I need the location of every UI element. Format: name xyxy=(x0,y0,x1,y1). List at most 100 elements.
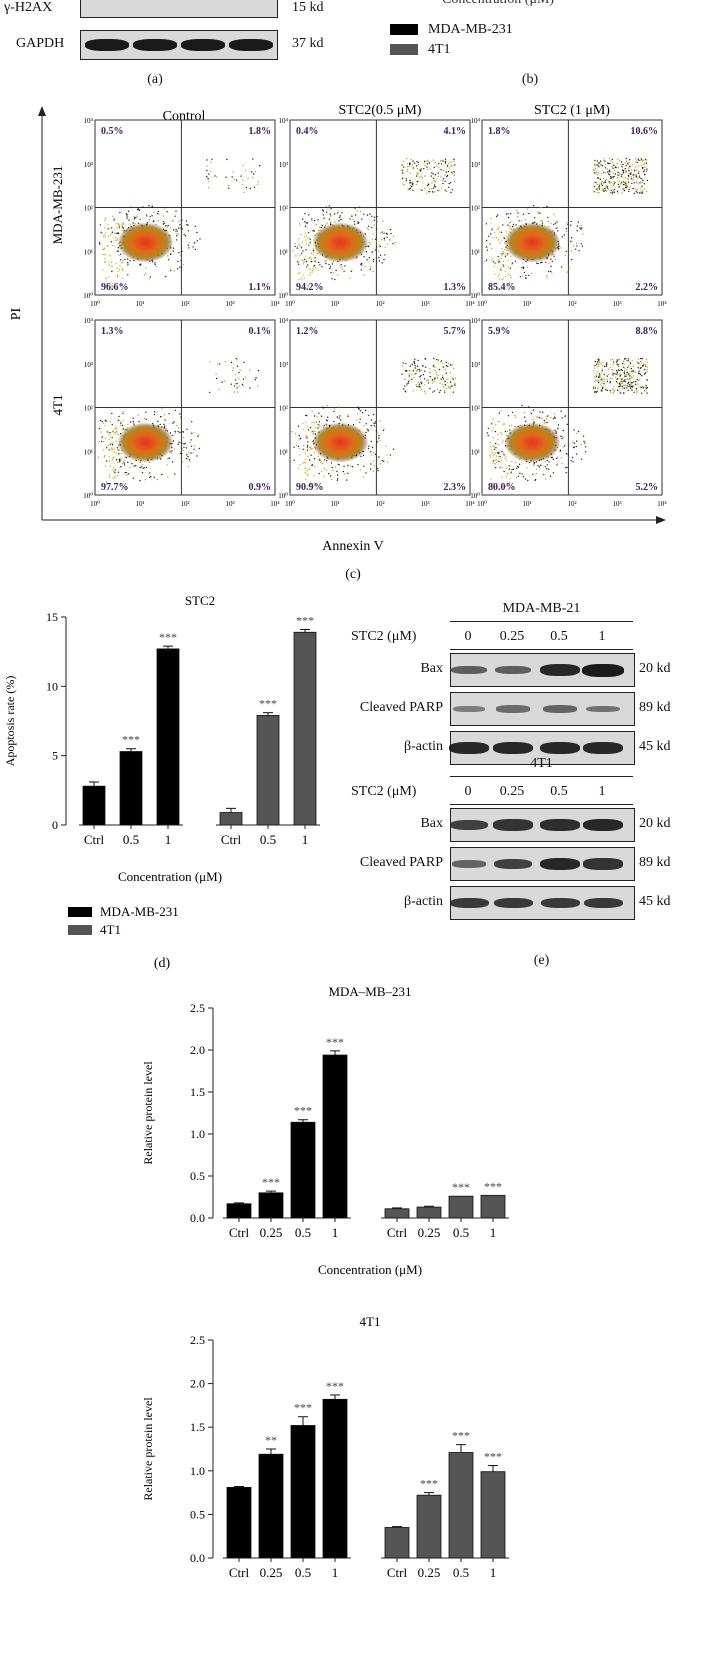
bar xyxy=(258,1192,284,1219)
x-tick-label: 0.25 xyxy=(418,1565,441,1580)
svg-text:10⁴: 10⁴ xyxy=(279,317,289,325)
significance-mark: *** xyxy=(452,1429,470,1443)
blot-group-title: MDA-MB-21 xyxy=(502,601,581,616)
quadrant-ul: 0.4% xyxy=(296,126,319,137)
dose-label: 0.5 xyxy=(550,784,568,799)
panel-c: PI Annexin V (c) Control STC2(0.5 μM) ST… xyxy=(9,103,667,582)
panel-label-c: (c) xyxy=(345,567,361,582)
svg-text:10⁰: 10⁰ xyxy=(470,292,480,300)
blot-row-label: Cleaved PARP xyxy=(359,855,443,870)
x-tick-label: 1 xyxy=(165,832,172,847)
y-tick-label: 10 xyxy=(46,679,58,693)
quadrant-lr: 2.2% xyxy=(636,282,659,293)
quadrant-ul: 1.8% xyxy=(488,126,511,137)
quadrant-ur: 4.1% xyxy=(444,126,467,137)
quadrant-ur: 0.1% xyxy=(249,326,272,337)
dose-label: 1 xyxy=(598,784,606,799)
panel-b-legend-2: 4T1 xyxy=(390,42,451,58)
y-tick-label: 2.0 xyxy=(190,1377,205,1391)
svg-text:10¹: 10¹ xyxy=(135,500,144,508)
x-tick-label: 1 xyxy=(302,832,309,847)
svg-text:10³: 10³ xyxy=(612,300,621,308)
dose-label: 0 xyxy=(464,629,472,644)
svg-text:10³: 10³ xyxy=(420,500,429,508)
significance-mark: *** xyxy=(452,1180,470,1194)
svg-text:10³: 10³ xyxy=(420,300,429,308)
legend-4t1: 4T1 xyxy=(100,922,121,937)
svg-text:10⁴: 10⁴ xyxy=(657,500,667,508)
panel-a: γ-H2AX 15 kd GAPDH 37 kd (a) xyxy=(0,0,360,95)
x-tick-label: Ctrl xyxy=(221,832,242,847)
col-title-stc2-05: STC2(0.5 μM) xyxy=(339,103,422,118)
svg-text:10²: 10² xyxy=(375,300,384,308)
bar xyxy=(384,1527,410,1559)
bar xyxy=(226,1203,252,1219)
svg-text:10⁴: 10⁴ xyxy=(84,317,94,325)
quadrant-lr: 1.1% xyxy=(249,282,272,293)
legend-swatch-4t1 xyxy=(68,925,92,935)
dose-header: STC2 (μM) xyxy=(351,784,417,799)
panel-b-legend-1: MDA-MB-231 xyxy=(390,22,513,38)
svg-text:10²: 10² xyxy=(180,300,189,308)
y-tick-label: 5 xyxy=(52,749,58,763)
bar xyxy=(156,648,180,826)
x-tick-label: 1 xyxy=(332,1225,339,1240)
x-tick-label: 0.25 xyxy=(418,1225,441,1240)
svg-text:10⁰: 10⁰ xyxy=(285,300,295,308)
dose-rule xyxy=(450,649,633,650)
svg-text:10¹: 10¹ xyxy=(471,248,480,256)
y-tick-label: 2.5 xyxy=(190,1333,205,1347)
blot-group-rule xyxy=(450,621,633,622)
blot-kd-label: 89 kd xyxy=(639,700,671,715)
bar xyxy=(119,751,143,826)
svg-text:10³: 10³ xyxy=(225,300,234,308)
svg-text:10²: 10² xyxy=(279,205,288,213)
x-tick-label: 0.25 xyxy=(260,1225,283,1240)
y-tick-label: 1.0 xyxy=(190,1464,205,1478)
x-tick-label: 0.5 xyxy=(453,1225,469,1240)
svg-text:10³: 10³ xyxy=(471,361,480,369)
blot-label-gapdh: GAPDH xyxy=(16,36,65,51)
chart-title: 4T1 xyxy=(360,1314,381,1329)
panel-label-e: (e) xyxy=(533,953,550,968)
y-tick-label: 2.5 xyxy=(190,1001,205,1015)
quadrant-lr: 5.2% xyxy=(636,482,659,493)
svg-text:10⁰: 10⁰ xyxy=(477,300,487,308)
svg-text:10²: 10² xyxy=(567,500,576,508)
svg-text:10⁰: 10⁰ xyxy=(90,300,100,308)
significance-mark: *** xyxy=(294,1401,312,1415)
chart-4t1-protein: 4T1 0.0 0.5 1.0 1.5 2.0 2.5 Relative protein le… xyxy=(141,1314,509,1580)
blot-strip xyxy=(450,847,635,881)
blot-gapdh xyxy=(80,30,278,60)
quadrant-ul: 5.9% xyxy=(488,326,511,337)
svg-text:10¹: 10¹ xyxy=(84,448,93,456)
blot-label-gh2ax: γ-H2AX xyxy=(4,0,53,15)
dose-rule xyxy=(450,804,633,805)
quadrant-ur: 1.8% xyxy=(249,126,272,137)
y-tick-label: 0.0 xyxy=(190,1551,205,1565)
svg-text:10²: 10² xyxy=(567,300,576,308)
quadrant-ur: 8.8% xyxy=(636,326,659,337)
chart-title: STC2 xyxy=(185,593,215,608)
y-tick-label: 0 xyxy=(52,818,58,832)
panel-label-b: (b) xyxy=(521,72,539,87)
bar xyxy=(480,1194,506,1219)
svg-text:10¹: 10¹ xyxy=(135,300,144,308)
quadrant-lr: 2.3% xyxy=(444,482,467,493)
svg-text:10⁴: 10⁴ xyxy=(270,500,280,508)
x-axis-label: Concentration (μM) xyxy=(318,1262,422,1277)
bar xyxy=(416,1494,442,1559)
svg-text:10³: 10³ xyxy=(225,500,234,508)
blot-row-label: Cleaved PARP xyxy=(359,700,443,715)
x-tick-label: 1 xyxy=(490,1565,497,1580)
x-tick-label: 0.5 xyxy=(295,1225,311,1240)
x-tick-label: Ctrl xyxy=(229,1225,250,1240)
quadrant-ul: 0.5% xyxy=(101,126,124,137)
significance-mark: *** xyxy=(484,1179,502,1193)
row-title-4t1: 4T1 xyxy=(50,395,65,416)
quadrant-ll: 85.4% xyxy=(488,282,516,293)
y-axis-label: Apoptosis rate (%) xyxy=(3,676,17,767)
